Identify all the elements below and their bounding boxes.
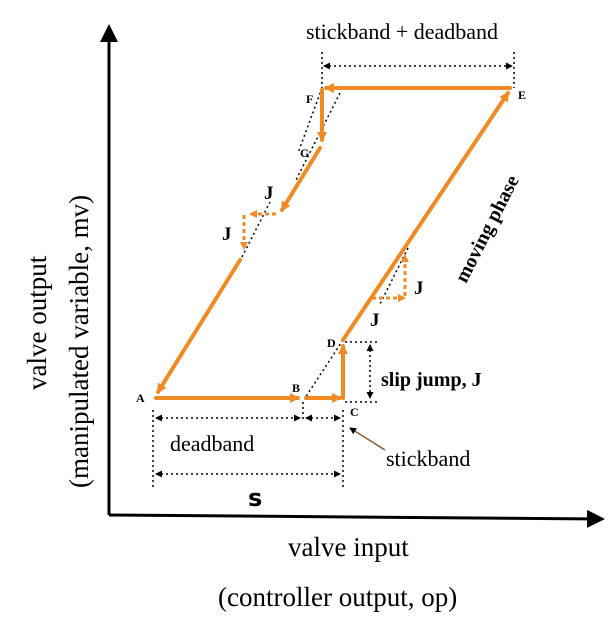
j-label-upper-2: J	[222, 224, 232, 245]
j-label-lower-1: J	[414, 278, 424, 299]
stickband-label: stickband	[386, 446, 470, 471]
stickband-pointer	[349, 427, 386, 451]
slip-jump-steps	[240, 210, 409, 302]
point-e-label: E	[518, 88, 526, 102]
x-axis-label: valve input	[288, 532, 409, 562]
segment-d-e	[341, 91, 510, 342]
segment-g-j	[280, 146, 322, 212]
y-axis-label: valve output	[22, 255, 52, 390]
j-label-lower-2: J	[370, 310, 380, 331]
j-label-upper-1: J	[264, 183, 274, 204]
s-label: s	[248, 484, 262, 512]
point-f-label: F	[306, 92, 313, 106]
point-a-label: A	[136, 391, 145, 405]
segment-j-a	[156, 258, 242, 394]
x-axis	[108, 509, 605, 528]
deadband-label: deadband	[170, 431, 254, 456]
y-axis-sublabel: (manipulated variable, mv)	[64, 195, 94, 488]
stiction-cycle-path	[154, 83, 512, 403]
x-axis-sublabel: (controller output, op)	[218, 582, 457, 612]
moving-phase-label: moving phase	[451, 172, 524, 287]
point-g-label: G	[300, 146, 309, 160]
point-d-label: D	[327, 336, 336, 350]
slip-jump-label: slip jump, J	[381, 369, 482, 391]
stickband-deadband-label: stickband + deadband	[306, 19, 498, 44]
point-c-label: C	[350, 405, 359, 419]
point-b-label: B	[292, 381, 300, 395]
